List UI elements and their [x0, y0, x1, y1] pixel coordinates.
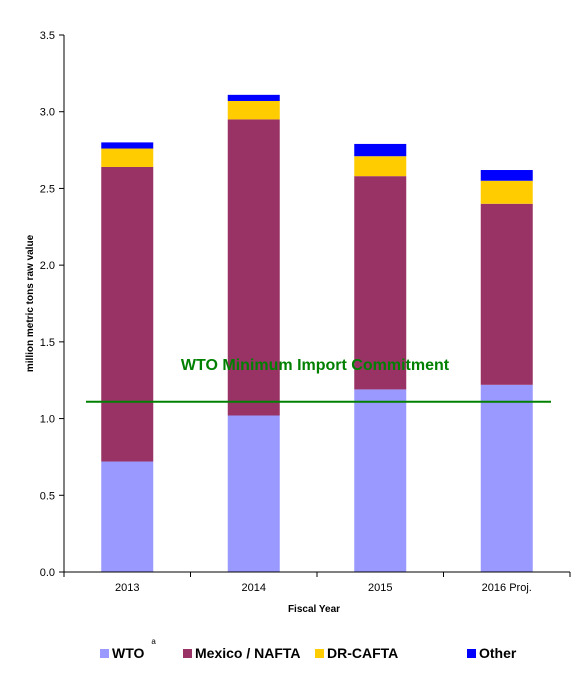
- legend-swatch-mexico-nafta: [183, 649, 192, 658]
- bar-other-2: [227, 94, 280, 101]
- bar-dr-cafta-4: [480, 180, 533, 204]
- bar-dr-cafta-2: [227, 100, 280, 120]
- y-tick-label: 0.5: [40, 490, 55, 502]
- bar-wto-4: [480, 384, 533, 572]
- axes-layer: 0.0 0.5 1.0 1.5 2.0 2.5 3.0 3.5 2013 2014 2015 2016…: [40, 30, 571, 594]
- bar-mexico-nafta-2: [227, 119, 280, 416]
- x-tick-label: 2015: [368, 582, 392, 594]
- y-tick-label: 1.0: [40, 414, 55, 426]
- legend-label-wto: WTO: [112, 645, 145, 661]
- legend-label-mexico-nafta: Mexico / NAFTA: [195, 645, 301, 661]
- bars-layer: [101, 94, 533, 572]
- y-tick-label: 2.0: [40, 260, 55, 272]
- y-tick-label: 3.5: [40, 30, 55, 42]
- legend: WTO a Mexico / NAFTA DR-CAFTA Other: [100, 637, 517, 661]
- bar-other-3: [354, 143, 407, 157]
- x-tick-label: 2016 Proj.: [482, 582, 532, 594]
- bar-wto-1: [101, 461, 154, 572]
- bar-mexico-nafta-4: [480, 203, 533, 385]
- legend-superscript: a: [151, 637, 156, 646]
- bar-other-4: [480, 170, 533, 181]
- bar-mexico-nafta-1: [101, 166, 154, 462]
- bar-wto-3: [354, 389, 407, 572]
- y-tick-label: 3.0: [40, 107, 55, 119]
- bar-mexico-nafta-3: [354, 176, 407, 390]
- bar-dr-cafta-1: [101, 148, 154, 167]
- bar-other-1: [101, 142, 154, 149]
- y-axis-title: million metric tons raw value: [25, 234, 36, 372]
- reference-line-label: WTO Minimum Import Commitment: [181, 357, 450, 374]
- x-axis-title: Fiscal Year: [288, 604, 340, 615]
- legend-swatch-other: [467, 649, 476, 658]
- legend-label-dr-cafta: DR-CAFTA: [327, 645, 398, 661]
- y-tick-label: 2.5: [40, 183, 55, 195]
- y-tick-label: 1.5: [40, 337, 55, 349]
- x-tick-label: 2013: [115, 582, 139, 594]
- legend-label-other: Other: [479, 645, 517, 661]
- y-tick-label: 0.0: [40, 567, 55, 579]
- bar-wto-2: [227, 415, 280, 572]
- x-tick-label: 2014: [242, 582, 266, 594]
- legend-swatch-dr-cafta: [315, 649, 324, 658]
- legend-swatch-wto: [100, 649, 109, 658]
- bar-dr-cafta-3: [354, 156, 407, 177]
